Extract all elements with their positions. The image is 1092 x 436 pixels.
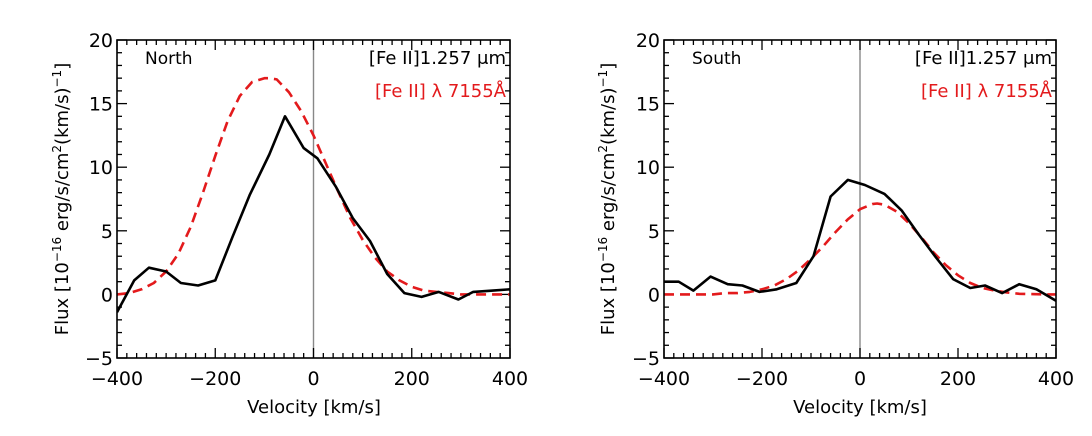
x-tick-label: 400 bbox=[492, 368, 528, 390]
y-tick-label: 15 bbox=[636, 94, 660, 116]
y-tick-label: 20 bbox=[636, 30, 660, 52]
x-tick-label: −400 bbox=[638, 368, 690, 390]
south-panel: −400 −200 0 200 400 −5 0 5 10 15 20 Velocity [km/s]… bbox=[596, 30, 1074, 418]
y-axis-title: Flux [10−16 erg/s/cm2(km/s)−1] bbox=[596, 63, 619, 335]
x-tick-label: 0 bbox=[307, 368, 319, 390]
legend-entry-fe-ii-7155: [Fe II] λ 7155Å bbox=[921, 80, 1053, 102]
y-tick-label: 5 bbox=[648, 221, 660, 243]
plot-frame bbox=[116, 39, 511, 359]
north-panel: −400 −200 0 200 400 −5 0 5 10 15 20 Velocity [km/s]… bbox=[50, 30, 528, 418]
y-axis-title-part: (km/s) bbox=[598, 87, 619, 144]
y-axis-title-superscript: −1 bbox=[50, 70, 64, 88]
x-tick-label: 400 bbox=[1038, 368, 1074, 390]
y-axis-title-superscript: 2 bbox=[596, 145, 610, 153]
y-tick-label: −5 bbox=[85, 348, 113, 370]
series-line-fe-ii-7155 bbox=[117, 76, 510, 296]
y-axis-title-part: erg/s/cm bbox=[598, 153, 619, 237]
y-tick-label: 10 bbox=[636, 157, 660, 179]
x-axis-title: Velocity [km/s] bbox=[793, 397, 927, 418]
x-axis-title: Velocity [km/s] bbox=[247, 397, 381, 418]
y-axis-title-superscript: 2 bbox=[50, 145, 64, 153]
panel-label: South bbox=[692, 49, 741, 69]
x-tick-label: 0 bbox=[854, 368, 866, 390]
x-tick-label: 200 bbox=[940, 368, 976, 390]
y-axis-title-part: erg/s/cm bbox=[52, 153, 73, 237]
y-axis-title-superscript: −16 bbox=[596, 237, 610, 262]
x-tick-label: −200 bbox=[189, 368, 241, 390]
panel-label: North bbox=[145, 49, 193, 69]
plot-frame bbox=[663, 39, 1057, 359]
y-axis-title-part: Flux [10 bbox=[598, 262, 619, 335]
y-axis-title-part: ] bbox=[598, 63, 619, 70]
x-tick-label: −400 bbox=[91, 368, 143, 390]
legend-entry-fe-ii-1257: [Fe II]1.257 μm bbox=[915, 48, 1052, 69]
y-tick-label: 20 bbox=[89, 30, 113, 52]
y-tick-label: 10 bbox=[89, 157, 113, 179]
y-axis-title-part: ] bbox=[52, 63, 73, 70]
y-axis-title-superscript: −16 bbox=[50, 237, 64, 262]
y-axis-title-part: (km/s) bbox=[52, 87, 73, 144]
y-axis-title-part: Flux [10 bbox=[52, 262, 73, 335]
x-tick-label: −200 bbox=[736, 368, 788, 390]
y-tick-label: 5 bbox=[101, 221, 113, 243]
series-line-fe-ii-1257 bbox=[117, 115, 510, 313]
legend-entry-fe-ii-1257: [Fe II]1.257 μm bbox=[369, 48, 506, 69]
y-tick-label: 0 bbox=[648, 284, 660, 306]
y-axis-title-superscript: −1 bbox=[596, 70, 610, 88]
y-tick-label: 15 bbox=[89, 94, 113, 116]
y-tick-label: −5 bbox=[632, 348, 660, 370]
series-line-fe-ii-7155 bbox=[664, 202, 1056, 296]
y-tick-label: 0 bbox=[101, 284, 113, 306]
series-line-fe-ii-1257 bbox=[664, 178, 1056, 302]
legend-entry-fe-ii-7155: [Fe II] λ 7155Å bbox=[375, 80, 507, 102]
x-tick-label: 200 bbox=[394, 368, 430, 390]
y-axis-title: Flux [10−16 erg/s/cm2(km/s)−1] bbox=[50, 63, 73, 335]
